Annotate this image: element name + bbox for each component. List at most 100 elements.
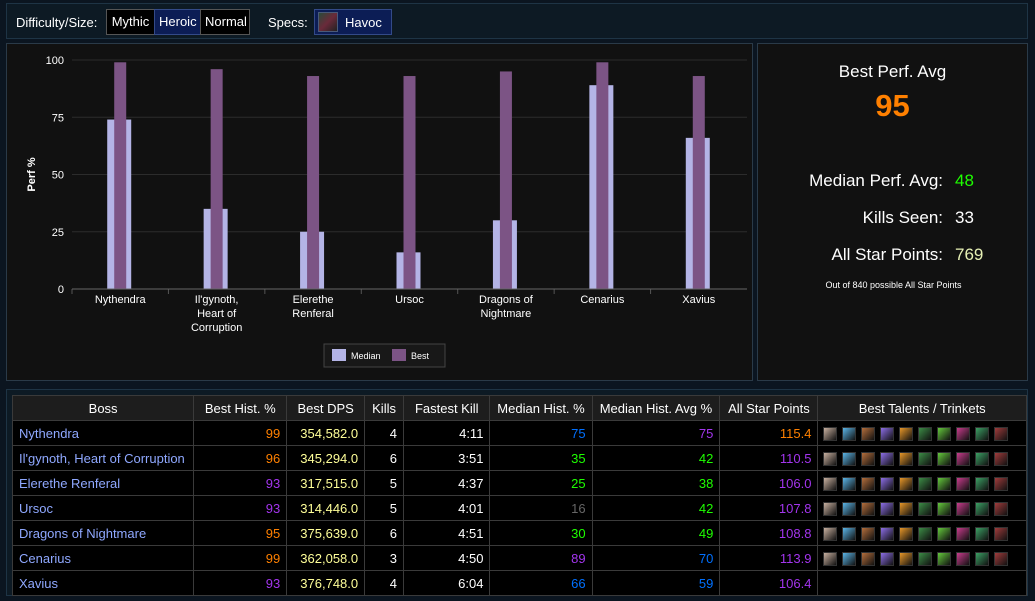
beast-talent-icon[interactable] <box>918 451 933 466</box>
shield-talent-icon[interactable] <box>994 551 1009 566</box>
column-header[interactable]: Boss <box>11 395 195 421</box>
beast-talent-icon[interactable] <box>918 476 933 491</box>
boss-cell[interactable]: Ursoc <box>11 495 195 521</box>
demon-talent-icon[interactable] <box>956 501 971 516</box>
boss-cell[interactable]: Dragons of Nightmare <box>11 520 195 546</box>
column-header[interactable]: Median Hist. Avg % <box>591 395 721 421</box>
x-tick-label: Corruption <box>191 322 242 334</box>
table-row[interactable]: Il'gynoth, Heart of Corruption 96 345,294.… <box>11 445 1027 471</box>
best-perf-value: 95 <box>875 88 910 123</box>
arcane-talent-icon[interactable] <box>880 551 895 566</box>
table-row[interactable]: Dragons of Nightmare 95 375,639.0 6 4:51 30 49… <box>11 520 1027 546</box>
frost-blade-talent-icon[interactable] <box>842 426 857 441</box>
demon-talent-icon[interactable] <box>956 451 971 466</box>
kills-cell: 6 <box>364 445 405 471</box>
fire-talent-icon[interactable] <box>899 501 914 516</box>
demon-talent-icon[interactable] <box>956 476 971 491</box>
spiral-talent-icon[interactable] <box>975 451 990 466</box>
shield-talent-icon[interactable] <box>994 501 1009 516</box>
beast-talent-icon[interactable] <box>918 551 933 566</box>
difficulty-heroic-button[interactable]: Heroic <box>154 9 201 35</box>
table-row[interactable]: Ursoc 93 314,446.0 5 4:01 16 42 107.8 <box>11 495 1027 521</box>
fel-talent-icon[interactable] <box>937 501 952 516</box>
arcane-talent-icon[interactable] <box>880 476 895 491</box>
boss-cell[interactable]: Xavius <box>11 570 195 596</box>
frost-blade-talent-icon[interactable] <box>842 476 857 491</box>
table-row[interactable]: Nythendra 99 354,582.0 4 4:11 75 75 115.4 <box>11 420 1027 446</box>
chain-talent-icon[interactable] <box>861 451 876 466</box>
shield-talent-icon[interactable] <box>994 426 1009 441</box>
difficulty-normal-button[interactable]: Normal <box>200 9 250 35</box>
chain-talent-icon[interactable] <box>861 551 876 566</box>
table-row[interactable]: Elerethe Renferal 93 317,515.0 5 4:37 25 38 106… <box>11 470 1027 496</box>
spiral-talent-icon[interactable] <box>975 526 990 541</box>
fastest-kill-cell: 4:37 <box>403 470 491 496</box>
best-bar <box>114 62 127 289</box>
spiral-talent-icon[interactable] <box>975 426 990 441</box>
blade-talent-icon[interactable] <box>823 501 838 516</box>
demon-talent-icon[interactable] <box>956 526 971 541</box>
table-row[interactable]: Xavius 93 376,748.0 4 6:04 66 59 106.4 <box>11 570 1027 596</box>
column-header[interactable]: Kills <box>364 395 405 421</box>
boss-cell[interactable]: Cenarius <box>11 545 195 571</box>
column-header[interactable]: Best Hist. % <box>193 395 288 421</box>
boss-cell[interactable]: Nythendra <box>11 420 195 446</box>
best-dps-cell: 354,582.0 <box>286 420 366 446</box>
blade-talent-icon[interactable] <box>823 476 838 491</box>
arcane-talent-icon[interactable] <box>880 526 895 541</box>
frost-blade-talent-icon[interactable] <box>842 551 857 566</box>
arcane-talent-icon[interactable] <box>880 451 895 466</box>
blade-talent-icon[interactable] <box>823 551 838 566</box>
table-row[interactable]: Cenarius 99 362,058.0 3 4:50 89 70 113.9 <box>11 545 1027 571</box>
column-header[interactable]: All Star Points <box>719 395 819 421</box>
column-header[interactable]: Fastest Kill <box>403 395 491 421</box>
chain-talent-icon[interactable] <box>861 476 876 491</box>
demon-talent-icon[interactable] <box>956 551 971 566</box>
frost-blade-talent-icon[interactable] <box>842 501 857 516</box>
fire-talent-icon[interactable] <box>899 551 914 566</box>
frost-blade-talent-icon[interactable] <box>842 526 857 541</box>
beast-talent-icon[interactable] <box>918 426 933 441</box>
column-header[interactable]: Best DPS <box>286 395 366 421</box>
fel-talent-icon[interactable] <box>937 551 952 566</box>
beast-talent-icon[interactable] <box>918 501 933 516</box>
spec-havoc-button[interactable]: Havoc <box>314 9 392 35</box>
blade-talent-icon[interactable] <box>823 526 838 541</box>
fel-talent-icon[interactable] <box>937 476 952 491</box>
best-bar <box>499 71 512 289</box>
boss-cell[interactable]: Elerethe Renferal <box>11 470 195 496</box>
kills-cell: 6 <box>364 520 405 546</box>
shield-talent-icon[interactable] <box>994 476 1009 491</box>
x-tick-label: Elerethe <box>293 294 334 306</box>
boss-cell[interactable]: Il'gynoth, Heart of Corruption <box>11 445 195 471</box>
spiral-talent-icon[interactable] <box>975 551 990 566</box>
fel-talent-icon[interactable] <box>937 451 952 466</box>
x-tick-label: Ursoc <box>395 294 424 306</box>
blade-talent-icon[interactable] <box>823 451 838 466</box>
frost-blade-talent-icon[interactable] <box>842 451 857 466</box>
kills-cell: 5 <box>364 495 405 521</box>
fel-talent-icon[interactable] <box>937 526 952 541</box>
difficulty-mythic-button[interactable]: Mythic <box>106 9 155 35</box>
arcane-talent-icon[interactable] <box>880 426 895 441</box>
shield-talent-icon[interactable] <box>994 451 1009 466</box>
fire-talent-icon[interactable] <box>899 451 914 466</box>
chain-talent-icon[interactable] <box>861 426 876 441</box>
fel-talent-icon[interactable] <box>937 426 952 441</box>
shield-talent-icon[interactable] <box>994 526 1009 541</box>
spiral-talent-icon[interactable] <box>975 501 990 516</box>
fire-talent-icon[interactable] <box>899 426 914 441</box>
arcane-talent-icon[interactable] <box>880 501 895 516</box>
chain-talent-icon[interactable] <box>861 501 876 516</box>
fire-talent-icon[interactable] <box>899 476 914 491</box>
fire-talent-icon[interactable] <box>899 526 914 541</box>
column-header[interactable]: Best Talents / Trinkets <box>817 395 1027 421</box>
beast-talent-icon[interactable] <box>918 526 933 541</box>
chain-talent-icon[interactable] <box>861 526 876 541</box>
spiral-talent-icon[interactable] <box>975 476 990 491</box>
blade-talent-icon[interactable] <box>823 426 838 441</box>
kills-cell: 5 <box>364 470 405 496</box>
column-header[interactable]: Median Hist. % <box>489 395 593 421</box>
demon-talent-icon[interactable] <box>956 426 971 441</box>
boss-table: Boss Best Hist. % Best DPS Kills Fastest Kil… <box>11 395 1027 596</box>
